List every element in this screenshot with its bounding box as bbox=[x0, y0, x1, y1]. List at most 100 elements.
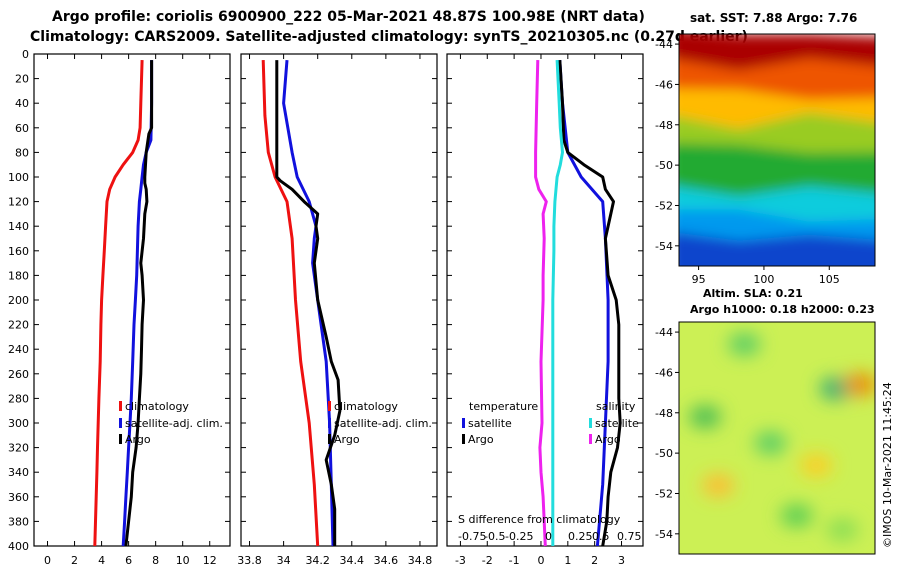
altimetry-title-line-1: Altim. SLA: 0.21 bbox=[703, 287, 803, 300]
legend-label-argo: Argo bbox=[125, 433, 151, 446]
legend-swatch-satellite bbox=[328, 418, 331, 428]
s-tick-label: 0 bbox=[545, 530, 552, 543]
legend-label-temp-satellite: satellite bbox=[468, 417, 512, 430]
lat-tick-label: -44 bbox=[655, 326, 673, 339]
legend-swatch-temp-argo bbox=[462, 434, 465, 444]
x-tick-label: 2 bbox=[591, 554, 598, 567]
depth-tick-label: 360 bbox=[8, 491, 29, 504]
altimetry-heatmap bbox=[679, 322, 875, 554]
sla-blob bbox=[702, 474, 735, 497]
depth-tick-label: 80 bbox=[15, 146, 29, 159]
depth-tick-label: 280 bbox=[8, 392, 29, 405]
legend-swatch-climatology bbox=[119, 401, 122, 411]
depth-tick-label: 200 bbox=[8, 294, 29, 307]
depth-tick-label: 160 bbox=[8, 245, 29, 258]
legend-swatch-sal-argo bbox=[589, 434, 592, 444]
depth-tick-label: 40 bbox=[15, 97, 29, 110]
x-tick-label: 34.2 bbox=[305, 554, 330, 567]
depth-tick-label: 340 bbox=[8, 466, 29, 479]
legend-label-argo: Argo bbox=[334, 433, 360, 446]
s-tick-label: 0.25 bbox=[568, 530, 593, 543]
s-difference-ticks: -0.75-0.5 -0.25 0 0.25 0.5 0.75 bbox=[458, 530, 642, 543]
x-tick-label: -1 bbox=[509, 554, 520, 567]
depth-tick-label: 60 bbox=[15, 122, 29, 135]
s-tick-label: -0.25 bbox=[505, 530, 533, 543]
temperature-panel bbox=[33, 53, 231, 547]
x-tick-label: 8 bbox=[152, 554, 159, 567]
sla-blob bbox=[780, 504, 813, 527]
sst-bands bbox=[679, 34, 875, 266]
series-line bbox=[558, 60, 622, 547]
altimetry-map-frame bbox=[678, 321, 876, 555]
sla-blob bbox=[800, 454, 833, 477]
sla-blob bbox=[826, 518, 859, 541]
x-tick-label: 4 bbox=[98, 554, 105, 567]
s-difference-axis-title: S difference from climatology bbox=[458, 513, 621, 526]
depth-tick-label: 180 bbox=[8, 269, 29, 282]
s-tick-label: -0.5 bbox=[484, 530, 505, 543]
legend-swatch-climatology bbox=[328, 401, 331, 411]
lat-tick-label: -54 bbox=[655, 528, 673, 541]
lon-tick-label: 100 bbox=[753, 273, 774, 286]
legend-swatch-argo bbox=[119, 434, 122, 444]
lat-tick-label: -52 bbox=[655, 487, 673, 500]
series-line bbox=[124, 60, 154, 547]
depth-tick-label: 320 bbox=[8, 442, 29, 455]
credit-text: ©IMOS 10-Mar-2021 11:45:24 bbox=[881, 382, 894, 548]
legend-swatch-sal-satellite bbox=[589, 418, 592, 428]
legend-label-sal-argo: Argo bbox=[595, 433, 621, 446]
legend-swatch-argo bbox=[328, 434, 331, 444]
altimetry-map-axes: -44 -46 -48 -50 -52 -54 bbox=[655, 326, 679, 541]
depth-tick-label: 300 bbox=[8, 417, 29, 430]
title-line-1: Argo profile: coriolis 6900900_222 05-Ma… bbox=[52, 9, 645, 25]
x-tick-label: 2 bbox=[71, 554, 78, 567]
sla-blobs bbox=[689, 333, 875, 541]
x-tick-label: 0 bbox=[44, 554, 51, 567]
salinity-legend: climatology satellite-adj. clim. Argo bbox=[328, 400, 432, 446]
x-tick-label: 6 bbox=[125, 554, 132, 567]
x-tick-label: -2 bbox=[482, 554, 493, 567]
x-tick-label: 10 bbox=[176, 554, 190, 567]
depth-tick-label: 100 bbox=[8, 171, 29, 184]
legend-label-sal-satellite: satellite bbox=[595, 417, 639, 430]
series-line bbox=[534, 60, 548, 547]
depth-tick-label: 260 bbox=[8, 368, 29, 381]
lat-tick-label: -46 bbox=[655, 78, 673, 91]
sla-blob bbox=[728, 333, 761, 356]
salinity-panel bbox=[240, 53, 438, 547]
s-tick-label: -0.75 bbox=[458, 530, 486, 543]
temperature-layer: 0204060801001201401601802002202402602803… bbox=[8, 48, 230, 567]
legend-swatch-satellite bbox=[119, 418, 122, 428]
lat-tick-label: -52 bbox=[655, 199, 673, 212]
x-tick-label: 34 bbox=[277, 554, 291, 567]
lat-tick-label: -50 bbox=[655, 447, 673, 460]
lat-tick-label: -46 bbox=[655, 366, 673, 379]
depth-tick-label: 240 bbox=[8, 343, 29, 356]
s-tick-label: 0.5 bbox=[592, 530, 610, 543]
x-tick-label: 1 bbox=[564, 554, 571, 567]
sst-band bbox=[679, 233, 875, 266]
x-tick-label: 34.6 bbox=[374, 554, 399, 567]
series-line bbox=[275, 60, 342, 546]
lat-tick-label: -50 bbox=[655, 159, 673, 172]
sst-heatmap bbox=[679, 34, 875, 266]
legend-title-salinity: salinity bbox=[596, 400, 636, 413]
s-tick-label: 0.75 bbox=[617, 530, 642, 543]
lat-tick-label: -48 bbox=[655, 407, 673, 420]
depth-tick-label: 120 bbox=[8, 196, 29, 209]
x-tick-label: 3 bbox=[618, 554, 625, 567]
lon-tick-label: 105 bbox=[819, 273, 840, 286]
title-line-2: Climatology: CARS2009. Satellite-adjuste… bbox=[30, 29, 748, 45]
depth-tick-label: 380 bbox=[8, 515, 29, 528]
sla-blob bbox=[819, 377, 852, 400]
lat-tick-label: -44 bbox=[655, 38, 673, 51]
legend-swatch-temp-satellite bbox=[462, 418, 465, 428]
legend-title-temperature: temperature bbox=[469, 400, 538, 413]
legend-label-satellite: satellite-adj. clim. bbox=[125, 417, 223, 430]
lat-tick-label: -54 bbox=[655, 240, 673, 253]
difference-legend: temperature satellite Argo salinity sate… bbox=[462, 400, 639, 446]
sla-blob bbox=[689, 405, 722, 428]
legend-label-satellite: satellite-adj. clim. bbox=[334, 417, 432, 430]
sla-blob bbox=[754, 432, 787, 455]
depth-tick-label: 0 bbox=[22, 48, 29, 61]
